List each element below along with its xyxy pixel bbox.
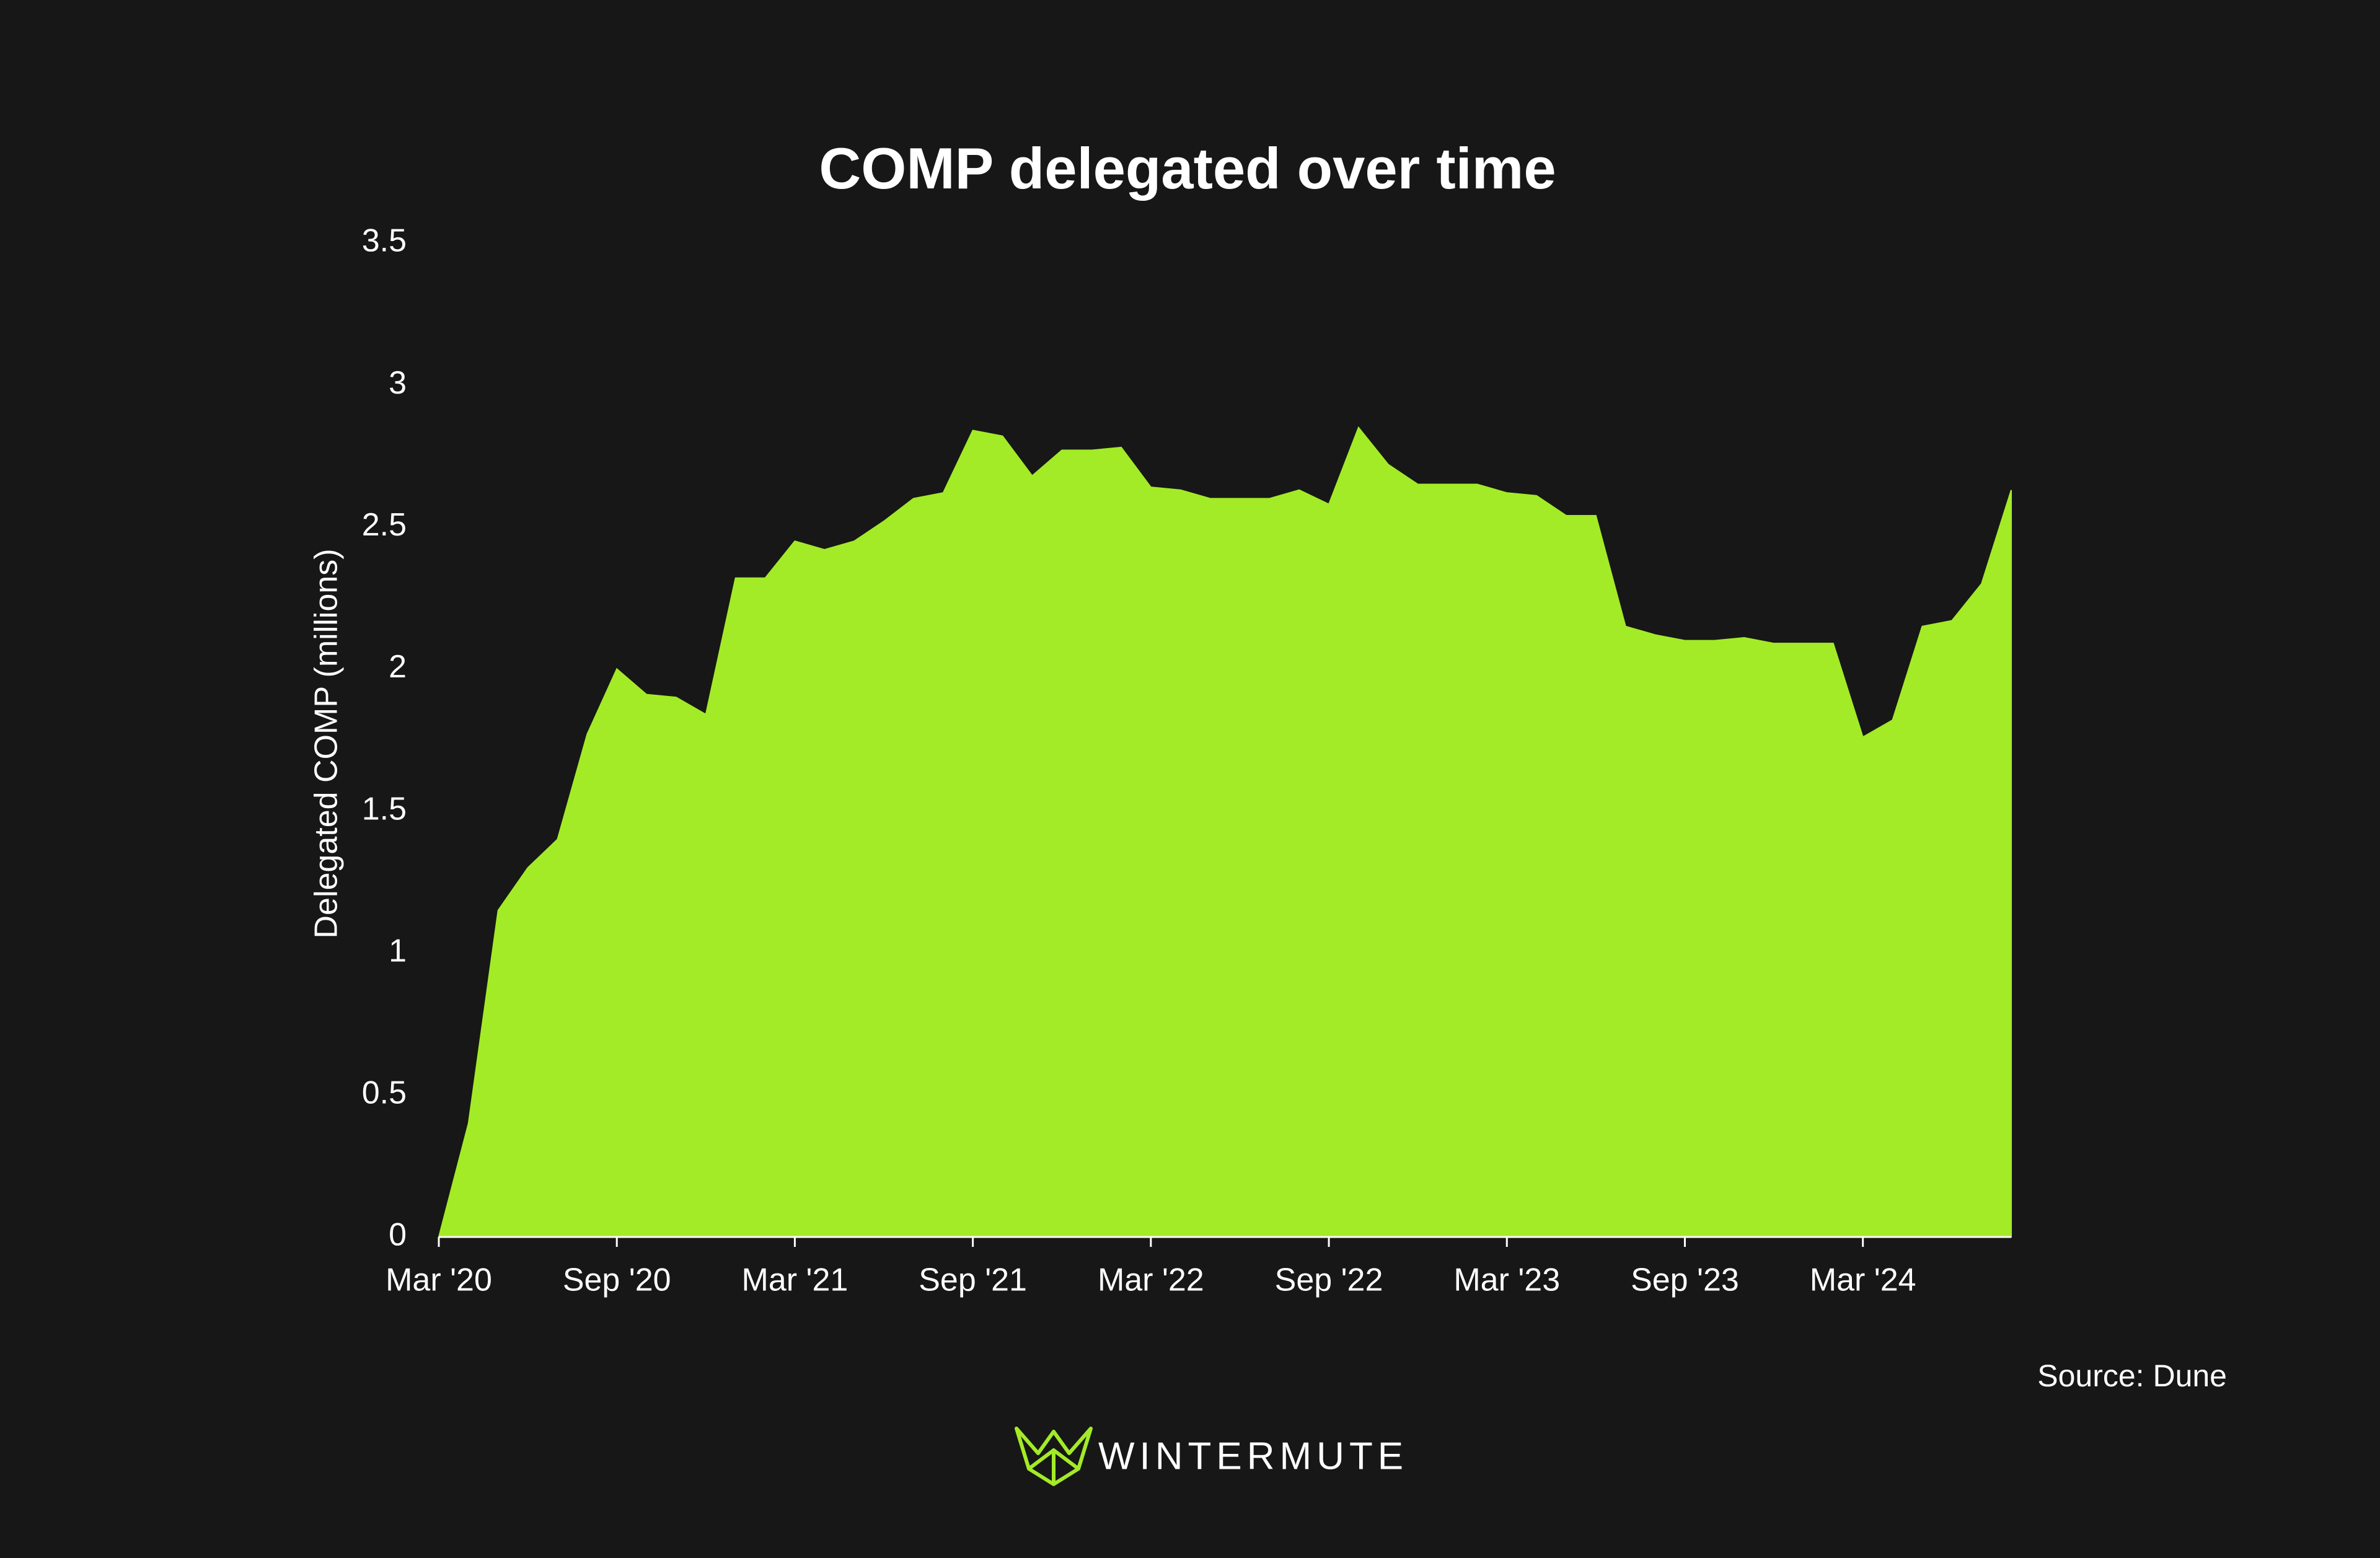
area	[438, 426, 2012, 1238]
brand-name: WINTERMUTE	[1098, 1435, 1408, 1477]
brand-logo	[1015, 1427, 1093, 1486]
y-tick-label: 2.5	[362, 507, 407, 543]
logo-icon	[1015, 1427, 1093, 1486]
x-tick-label: Sep '22	[1275, 1262, 1383, 1298]
y-tick-label: 0	[389, 1217, 407, 1253]
x-tick-label: Mar '21	[742, 1262, 848, 1298]
x-tick-label: Mar '24	[1810, 1262, 1916, 1298]
y-tick-label: 0.5	[362, 1075, 407, 1111]
x-tick-label: Sep '23	[1631, 1262, 1739, 1298]
logo-icon-detail	[1028, 1448, 1080, 1484]
x-tick-label: Mar '23	[1453, 1262, 1560, 1298]
x-tick-label: Mar '20	[386, 1262, 492, 1298]
y-tick-label: 2	[389, 649, 407, 685]
y-axis-label: Delegated COMP (millions)	[309, 548, 345, 938]
x-tick-label: Sep '21	[919, 1262, 1027, 1298]
chart-title: COMP delegated over time	[819, 136, 1556, 201]
y-tick-label: 3	[389, 365, 407, 401]
x-tick-label: Sep '20	[563, 1262, 671, 1298]
source-note: Source: Dune	[2037, 1358, 2227, 1393]
y-tick-label: 1.5	[362, 791, 407, 827]
y-tick-label: 1	[389, 933, 407, 969]
x-tick-label: Mar '22	[1098, 1262, 1204, 1298]
y-tick-label: 3.5	[362, 223, 407, 259]
